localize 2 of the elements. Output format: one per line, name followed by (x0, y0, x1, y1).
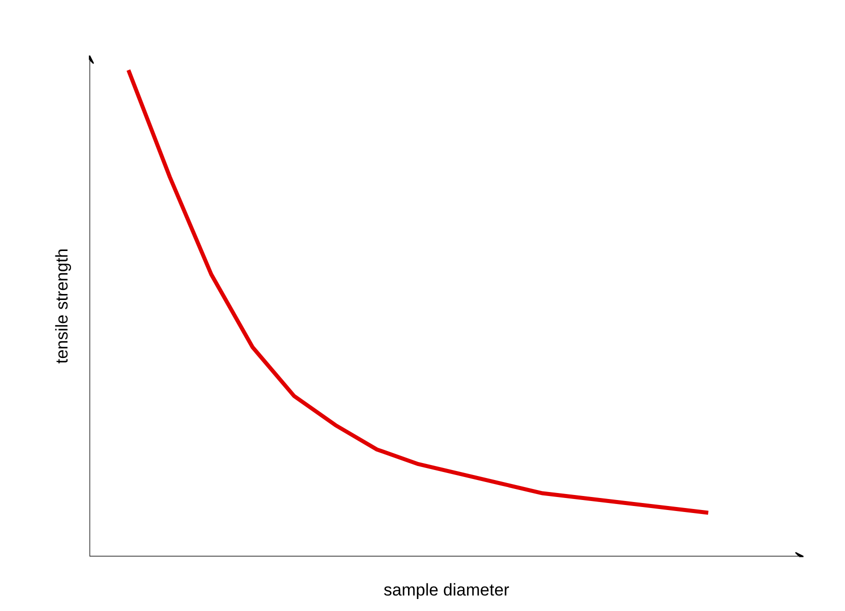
x-axis-title: sample diameter (384, 580, 510, 600)
y-axis-title: tensile strength (52, 248, 72, 364)
